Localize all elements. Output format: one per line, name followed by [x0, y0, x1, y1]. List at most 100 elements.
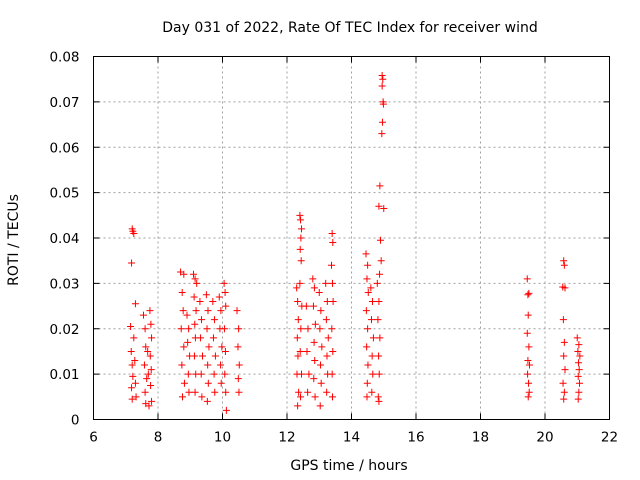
data-point: [524, 370, 532, 378]
x-axis-label: GPS time / hours: [290, 458, 407, 474]
data-point: [130, 334, 138, 342]
data-point: [375, 352, 383, 360]
data-point: [185, 325, 193, 333]
data-point: [364, 288, 372, 296]
data-point: [293, 284, 301, 292]
data-point: [217, 307, 225, 315]
data-point: [293, 334, 301, 342]
data-point: [148, 334, 156, 342]
x-tick-label: 12: [278, 430, 295, 446]
data-point: [145, 402, 153, 410]
data-point: [142, 343, 150, 351]
data-point: [302, 302, 310, 310]
data-point: [304, 325, 312, 333]
data-point: [295, 388, 303, 396]
data-point: [184, 338, 192, 346]
data-point: [311, 393, 319, 401]
data-point: [192, 307, 200, 315]
data-point: [180, 270, 188, 278]
data-point: [235, 361, 243, 369]
data-point: [523, 275, 531, 283]
data-point: [147, 320, 155, 328]
data-point: [523, 329, 531, 337]
data-point: [322, 316, 330, 324]
data-point: [368, 298, 376, 306]
data-point: [127, 347, 135, 355]
data-point: [310, 375, 318, 383]
data-point: [140, 361, 148, 369]
data-point: [190, 352, 198, 360]
data-point: [222, 388, 230, 396]
data-point: [560, 352, 568, 360]
data-point: [148, 397, 156, 405]
data-point: [193, 279, 201, 287]
data-point: [524, 357, 532, 365]
data-point: [375, 202, 383, 210]
data-point: [524, 393, 532, 401]
data-point: [184, 370, 192, 378]
data-point: [202, 291, 210, 299]
data-point: [310, 284, 318, 292]
data-point: [374, 316, 382, 324]
data-point: [222, 406, 230, 414]
x-tick-label: 20: [536, 430, 553, 446]
data-point: [323, 352, 331, 360]
data-point: [318, 343, 326, 351]
data-point: [364, 361, 372, 369]
data-point: [561, 366, 569, 374]
data-point: [362, 250, 370, 258]
data-point: [303, 347, 311, 355]
data-point: [315, 288, 323, 296]
data-point: [378, 118, 386, 126]
data-point: [196, 298, 204, 306]
data-point: [328, 370, 336, 378]
data-point: [297, 325, 305, 333]
data-point: [559, 379, 567, 387]
data-point: [221, 347, 229, 355]
data-point: [373, 279, 381, 287]
data-point: [128, 395, 136, 403]
x-tick-label: 6: [89, 430, 98, 446]
plot-frame: [93, 56, 610, 420]
data-point: [304, 388, 312, 396]
data-point: [575, 341, 583, 349]
data-point: [296, 347, 304, 355]
data-point: [294, 316, 302, 324]
data-point: [203, 325, 211, 333]
data-point: [328, 325, 336, 333]
data-point: [180, 343, 188, 351]
y-axis-label: ROTI / TECUs: [6, 194, 22, 286]
data-point: [376, 182, 384, 190]
data-point: [367, 316, 375, 324]
data-point: [311, 357, 319, 365]
data-point: [179, 393, 187, 401]
x-tick-label: 16: [407, 430, 424, 446]
data-point: [574, 395, 582, 403]
data-point: [524, 311, 532, 319]
data-point: [128, 384, 136, 392]
data-point: [203, 397, 211, 405]
data-point: [324, 334, 332, 342]
data-point: [296, 279, 304, 287]
data-point: [233, 307, 241, 315]
data-point: [215, 293, 223, 301]
data-point: [380, 205, 388, 213]
x-tick-label: 8: [154, 430, 163, 446]
data-point: [574, 372, 582, 380]
data-points: [127, 72, 584, 414]
data-point: [309, 302, 317, 310]
data-point: [147, 381, 155, 389]
data-point: [328, 279, 336, 287]
data-point: [211, 352, 219, 360]
data-point: [317, 379, 325, 387]
y-tick-label: 0.07: [49, 95, 79, 111]
data-point: [205, 343, 213, 351]
data-point: [328, 393, 336, 401]
data-point: [524, 291, 532, 299]
data-point: [377, 257, 385, 265]
data-point: [210, 316, 218, 324]
data-point: [128, 361, 136, 369]
data-point: [323, 388, 331, 396]
data-point: [183, 311, 191, 319]
